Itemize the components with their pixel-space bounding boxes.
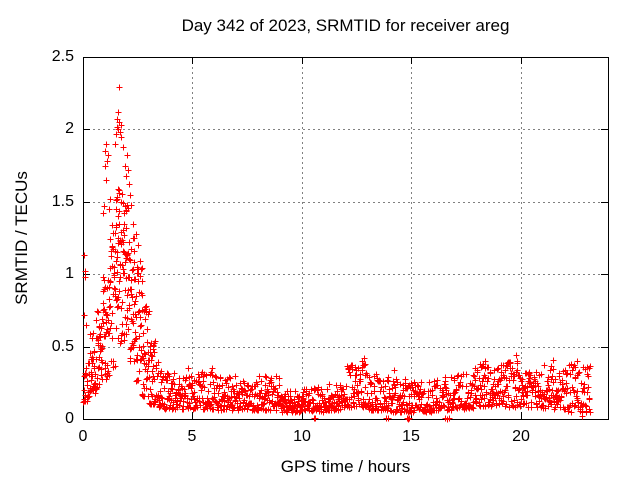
plot-border [83,57,609,420]
x-tick-label-0: 0 [78,428,88,445]
gridlines [83,57,608,419]
x-tick-label-5: 5 [187,428,197,445]
axis-ticks [83,57,608,420]
y-tick-label-1.5: 1.5 [51,193,74,210]
y-tick-label-1: 1 [65,265,74,282]
x-tick-label-20: 20 [512,428,530,445]
data-points [80,84,594,423]
y-tick-label-0: 0 [65,410,74,427]
y-tick-label-0.5: 0.5 [51,338,74,355]
y-tick-label-2.5: 2.5 [51,48,74,65]
y-axis-label-text: SRMTID / TECUs [12,171,31,305]
chart-title: Day 342 of 2023, SRMTID for receiver are… [181,16,510,35]
y-tick-label-2: 2 [65,120,74,137]
x-tick-label-10: 10 [293,428,311,445]
x-tick-label-15: 15 [402,428,420,445]
x-axis-label: GPS time / hours [280,457,411,476]
